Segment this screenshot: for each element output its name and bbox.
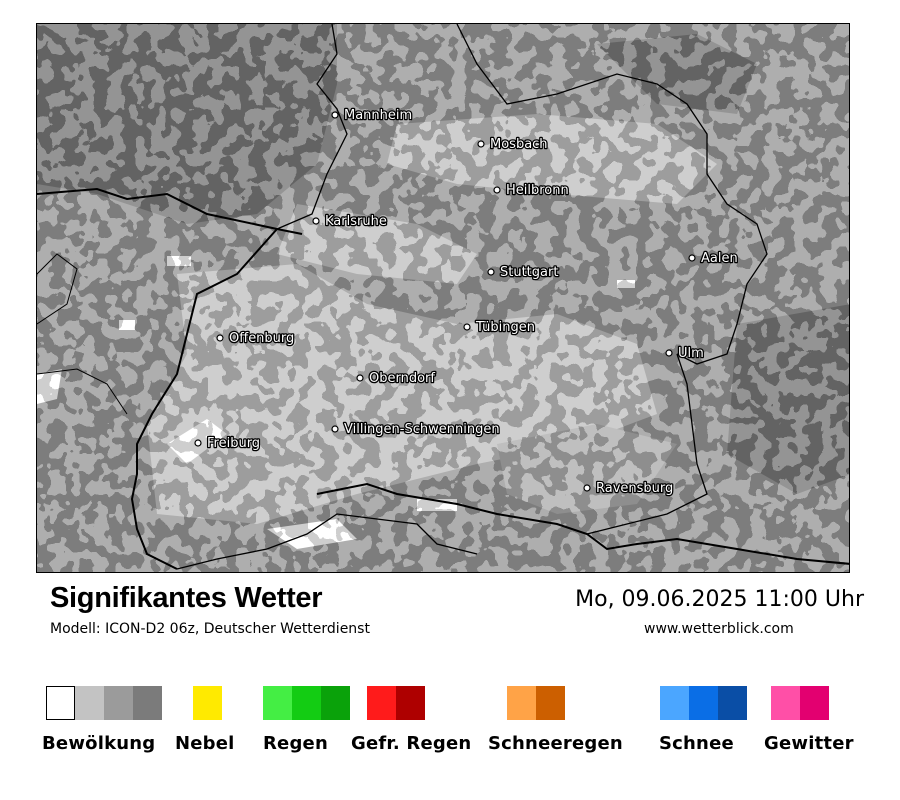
city-label: Ravensburg	[596, 481, 673, 496]
legend-label: Bewölkung	[42, 733, 156, 754]
border-west-region	[37, 253, 78, 325]
city-label: Offenburg	[229, 331, 294, 346]
legend-swatch	[771, 686, 800, 720]
city-dot	[312, 217, 320, 225]
legend-swatch	[507, 686, 536, 720]
map-title: Signifikantes Wetter	[50, 582, 323, 614]
weather-map-canvas: Mannheim Mosbach Heilbronn Karlsruhe Stuttga…	[37, 24, 849, 572]
legend-swatch	[104, 686, 133, 720]
city-label: Mosbach	[490, 137, 548, 152]
city-dot	[331, 425, 339, 433]
city-marker: Tübingen	[463, 319, 536, 336]
city-marker: Oberndorf	[356, 370, 437, 387]
city-label: Villingen-Schwenningen	[344, 422, 500, 437]
border-france	[130, 228, 278, 570]
city-dot	[493, 186, 501, 194]
legend-swatch	[263, 686, 292, 720]
city-marker: Freiburg	[194, 435, 261, 452]
legend-label: Gefr. Regen	[351, 733, 472, 754]
city-dot	[665, 349, 673, 357]
legend-swatches	[367, 686, 425, 720]
cloud-texture	[37, 24, 849, 572]
legend-swatch	[193, 686, 222, 720]
legend-swatches	[771, 686, 829, 720]
city-dot	[356, 374, 364, 382]
city-label: Stuttgart	[500, 265, 558, 280]
border-lake	[176, 513, 478, 570]
border-bavaria-south	[586, 353, 708, 535]
border-switzerland	[316, 482, 849, 565]
legend-label: Gewitter	[764, 733, 854, 754]
city-dot	[216, 334, 224, 342]
city-marker: Mannheim	[331, 107, 413, 124]
city-dot	[583, 484, 591, 492]
border-bavaria	[456, 24, 768, 365]
city-dot	[487, 268, 495, 276]
city-label: Karlsruhe	[325, 214, 387, 229]
city-label: Oberndorf	[369, 371, 435, 386]
legend-swatches	[660, 686, 747, 720]
city-dot	[331, 111, 339, 119]
legend-label: Schnee	[659, 733, 734, 754]
city-dot	[688, 254, 696, 262]
legend-swatch	[367, 686, 396, 720]
website-link[interactable]: www.wetterblick.com	[644, 621, 794, 637]
model-source: Modell: ICON-D2 06z, Deutscher Wetterdie…	[50, 621, 370, 637]
legend-swatches	[46, 686, 162, 720]
weather-map: Mannheim Mosbach Heilbronn Karlsruhe Stuttga…	[36, 23, 850, 573]
legend-label: Schneeregen	[488, 733, 623, 754]
city-label: Aalen	[701, 251, 738, 266]
legend-swatch	[800, 686, 829, 720]
city-marker: Villingen-Schwenningen	[331, 421, 501, 438]
legend-swatch	[689, 686, 718, 720]
legend-swatch	[321, 686, 350, 720]
legend-swatch	[133, 686, 162, 720]
border-state-west	[276, 24, 348, 230]
city-markers: Mannheim Mosbach Heilbronn Karlsruhe Stuttga…	[194, 107, 739, 497]
borders	[37, 24, 849, 570]
city-marker: Ravensburg	[583, 480, 675, 497]
city-dot	[477, 140, 485, 148]
legend-swatches	[193, 686, 222, 720]
legend-swatch	[536, 686, 565, 720]
legend-label: Regen	[263, 733, 328, 754]
legend-swatch	[396, 686, 425, 720]
legend-label: Nebel	[175, 733, 235, 754]
city-dot	[463, 323, 471, 331]
legend-swatch	[46, 686, 75, 720]
valid-datetime: Mo, 09.06.2025 11:00 Uhr	[575, 587, 864, 612]
city-dot	[194, 439, 202, 447]
legend-swatch	[660, 686, 689, 720]
legend-swatch	[75, 686, 104, 720]
city-marker: Offenburg	[216, 330, 296, 347]
city-label: Heilbronn	[506, 183, 569, 198]
city-marker: Stuttgart	[487, 264, 560, 281]
city-label: Ulm	[678, 346, 704, 361]
city-marker: Heilbronn	[493, 182, 570, 199]
city-marker: Mosbach	[477, 136, 549, 153]
city-label: Mannheim	[344, 108, 412, 123]
legend-swatches	[507, 686, 565, 720]
city-label: Tübingen	[475, 320, 535, 335]
legend-swatch	[718, 686, 747, 720]
city-label: Freiburg	[207, 436, 260, 451]
legend-swatches	[263, 686, 350, 720]
border-france-region	[37, 368, 128, 415]
city-marker: Ulm	[665, 345, 705, 362]
city-marker: Aalen	[688, 250, 739, 267]
legend-swatch	[292, 686, 321, 720]
city-marker: Karlsruhe	[312, 213, 388, 230]
